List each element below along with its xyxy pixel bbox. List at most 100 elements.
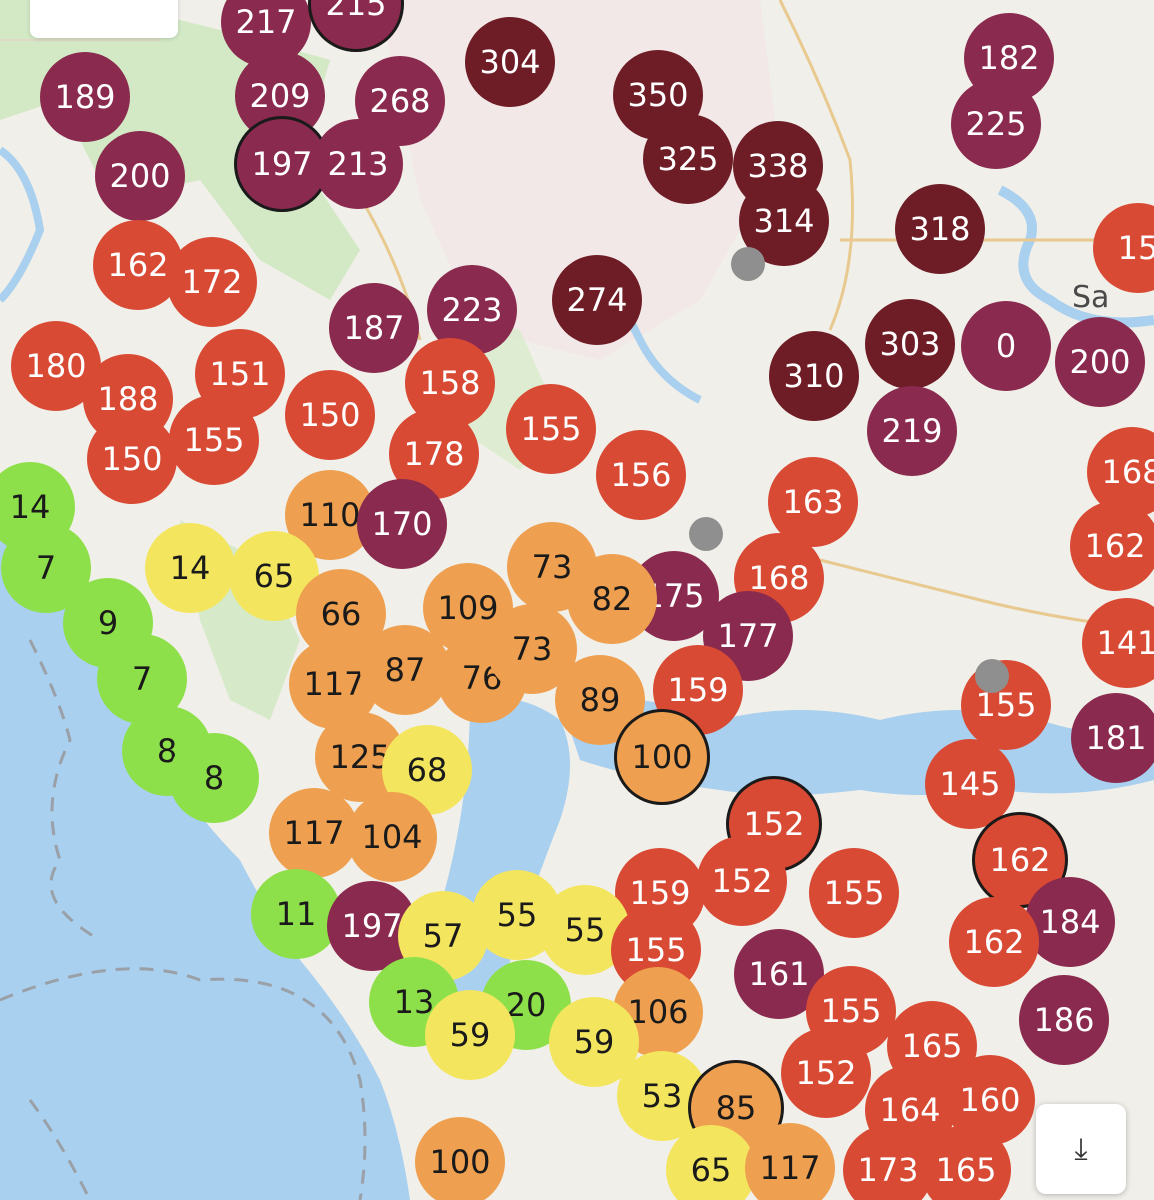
sensor-marker[interactable]: 100 xyxy=(415,1117,505,1200)
sensor-aqi-value: 188 xyxy=(97,380,159,418)
sensor-marker[interactable]: 162 xyxy=(93,220,183,310)
sensor-marker[interactable]: 162 xyxy=(949,897,1039,987)
sensor-aqi-value: 186 xyxy=(1033,1001,1095,1039)
sensor-marker[interactable]: 170 xyxy=(357,479,447,569)
sensor-aqi-value: 200 xyxy=(1069,343,1131,381)
sensor-aqi-value: 152 xyxy=(711,862,773,900)
sensor-aqi-value: 117 xyxy=(283,814,345,852)
sensor-aqi-value: 65 xyxy=(690,1151,732,1189)
sensor-aqi-value: 187 xyxy=(343,309,405,347)
sensor-marker[interactable]: 155 xyxy=(169,395,259,485)
sensor-marker[interactable]: 274 xyxy=(552,255,642,345)
sensor-marker[interactable]: 325 xyxy=(643,114,733,204)
sensor-marker[interactable]: 165 xyxy=(921,1125,1011,1200)
sensor-marker[interactable]: 117 xyxy=(269,788,359,878)
sensor-marker[interactable]: 303 xyxy=(865,299,955,389)
sensor-aqi-value: 57 xyxy=(422,917,464,955)
sensor-aqi-value: 155 xyxy=(820,992,882,1030)
sensor-aqi-value: 165 xyxy=(935,1151,997,1189)
sensor-aqi-value: 162 xyxy=(107,246,169,284)
sensor-marker[interactable]: 213 xyxy=(313,119,403,209)
sensor-marker[interactable]: 219 xyxy=(867,386,957,476)
sensor-marker[interactable]: 150 xyxy=(87,414,177,504)
sensor-aqi-value: 155 xyxy=(625,931,687,969)
sensor-marker[interactable]: 8 xyxy=(169,733,259,823)
sensor-aqi-value: 160 xyxy=(959,1081,1021,1119)
sensor-marker[interactable]: 189 xyxy=(40,52,130,142)
sensor-aqi-value: 161 xyxy=(748,955,810,993)
sensor-marker[interactable]: 310 xyxy=(769,331,859,421)
sensor-aqi-value: 59 xyxy=(573,1023,615,1061)
sensor-marker[interactable]: 82 xyxy=(567,554,657,644)
offline-sensor-dot[interactable] xyxy=(731,247,765,281)
sensor-marker[interactable]: 184 xyxy=(1025,877,1115,967)
search-box[interactable] xyxy=(30,0,178,38)
sensor-aqi-value: 150 xyxy=(299,396,361,434)
sensor-aqi-value: 152 xyxy=(795,1054,857,1092)
sensor-aqi-value: 55 xyxy=(564,911,606,949)
sensor-marker[interactable]: 156 xyxy=(596,430,686,520)
sensor-aqi-value: 59 xyxy=(449,1016,491,1054)
sensor-marker[interactable]: 178 xyxy=(389,409,479,499)
sensor-aqi-value: 100 xyxy=(631,738,693,776)
sensor-marker[interactable]: 0 xyxy=(961,301,1051,391)
offline-sensor-dot[interactable] xyxy=(975,659,1009,693)
sensor-marker[interactable]: 150 xyxy=(285,370,375,460)
sensor-aqi-value: 155 xyxy=(520,410,582,448)
sensor-aqi-value: 73 xyxy=(511,630,553,668)
sensor-marker[interactable]: 59 xyxy=(425,990,515,1080)
sensor-aqi-value: 182 xyxy=(978,39,1040,77)
download-button[interactable]: ⤓ xyxy=(1036,1104,1126,1194)
sensor-marker[interactable]: 200 xyxy=(1055,317,1145,407)
sensor-aqi-value: 9 xyxy=(97,604,119,642)
sensor-marker[interactable]: 89 xyxy=(555,655,645,745)
sensor-aqi-value: 87 xyxy=(384,651,426,689)
sensor-marker[interactable]: 172 xyxy=(167,237,257,327)
sensor-aqi-value: 181 xyxy=(1085,719,1147,757)
sensor-marker[interactable]: 181 xyxy=(1071,693,1154,783)
sensor-aqi-value: 168 xyxy=(748,559,810,597)
sensor-marker[interactable]: 117 xyxy=(745,1123,835,1200)
sensor-aqi-value: 14 xyxy=(169,549,211,587)
sensor-marker[interactable]: 155 xyxy=(506,384,596,474)
sensor-marker[interactable]: 152 xyxy=(697,836,787,926)
sensor-marker[interactable]: 163 xyxy=(768,457,858,547)
sensor-marker[interactable]: 162 xyxy=(1070,501,1154,591)
sensor-aqi-value: 20 xyxy=(505,986,547,1024)
sensor-aqi-value: 223 xyxy=(441,291,503,329)
sensor-marker[interactable]: 155 xyxy=(809,848,899,938)
sensor-marker[interactable]: 318 xyxy=(895,184,985,274)
sensor-aqi-value: 151 xyxy=(209,355,271,393)
sensor-marker[interactable]: 197 xyxy=(237,119,327,209)
sensor-aqi-value: 68 xyxy=(406,751,448,789)
sensor-marker[interactable]: 225 xyxy=(951,79,1041,169)
sensor-marker[interactable]: 152 xyxy=(781,1028,871,1118)
sensor-marker[interactable]: 304 xyxy=(465,17,555,107)
sensor-aqi-value: 109 xyxy=(437,589,499,627)
sensor-aqi-value: 314 xyxy=(753,202,815,240)
sensor-aqi-value: 178 xyxy=(403,435,465,473)
sensor-aqi-value: 162 xyxy=(963,923,1025,961)
sensor-marker[interactable]: 65 xyxy=(666,1125,756,1200)
sensor-aqi-value: 217 xyxy=(235,3,297,41)
sensor-marker[interactable]: 14 xyxy=(145,523,235,613)
sensor-marker[interactable]: 215 xyxy=(311,0,401,49)
sensor-aqi-value: 318 xyxy=(909,210,971,248)
sensor-aqi-value: 173 xyxy=(857,1151,919,1189)
sensor-marker[interactable]: 200 xyxy=(95,131,185,221)
sensor-marker[interactable]: 145 xyxy=(925,739,1015,829)
sensor-marker[interactable]: 173 xyxy=(843,1125,933,1200)
sensor-marker[interactable]: 187 xyxy=(329,283,419,373)
sensor-marker[interactable]: 87 xyxy=(360,625,450,715)
sensor-aqi-value: 110 xyxy=(299,496,361,534)
sensor-marker[interactable]: 100 xyxy=(617,712,707,802)
sensor-marker[interactable]: 11 xyxy=(251,869,341,959)
offline-sensor-dot[interactable] xyxy=(689,517,723,551)
sensor-marker[interactable]: 104 xyxy=(347,792,437,882)
sensor-marker[interactable]: 186 xyxy=(1019,975,1109,1065)
sensor-marker[interactable]: 161 xyxy=(734,929,824,1019)
sensor-aqi-value: 209 xyxy=(249,77,311,115)
sensor-marker[interactable]: 141 xyxy=(1082,598,1154,688)
